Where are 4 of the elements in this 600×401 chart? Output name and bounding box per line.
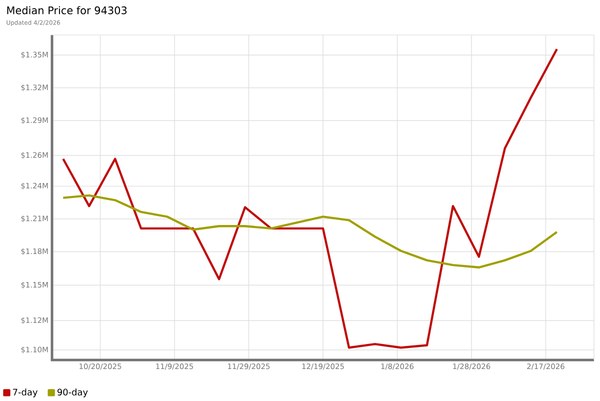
chart-title: Median Price for 94303 — [7, 6, 127, 14]
legend-label: 7-day — [13, 388, 38, 398]
legend-label: 90-day — [57, 388, 88, 398]
line-series — [62, 194, 558, 269]
